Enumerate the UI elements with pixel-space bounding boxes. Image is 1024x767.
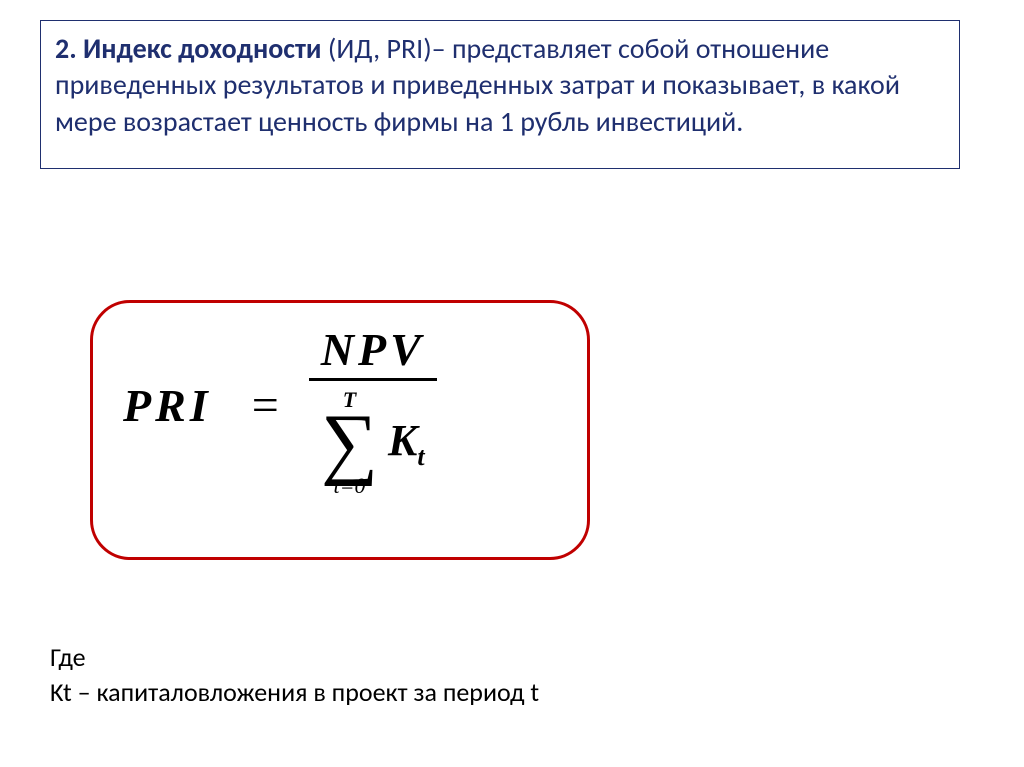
k-term: Kt: [388, 415, 425, 472]
legend-line2: Kt – капиталовложения в проект за период…: [50, 675, 539, 710]
k-var: K: [388, 416, 417, 465]
sigma-block: T ∑ t=0: [321, 389, 378, 497]
legend-line1: Где: [50, 640, 539, 675]
formula-numerator: NPV: [309, 323, 437, 378]
formula-fraction: NPV T ∑ t=0 Kt: [309, 323, 437, 497]
k-sub: t: [417, 441, 424, 470]
definition-title: 2. Индекс доходности: [55, 31, 322, 66]
formula-lhs: PRI: [123, 379, 212, 432]
formula-box: PRI = NPV T ∑ t=0 Kt: [90, 300, 590, 560]
formula-equals: =: [252, 378, 279, 433]
definition-text: 2. Индекс доходности (ИД, PRI)– представ…: [55, 31, 945, 140]
formula: PRI = NPV T ∑ t=0 Kt: [123, 323, 557, 497]
legend-block: Где Kt – капиталовложения в проект за пе…: [50, 640, 539, 710]
formula-denominator: T ∑ t=0 Kt: [321, 381, 425, 497]
definition-box: 2. Индекс доходности (ИД, PRI)– представ…: [40, 20, 960, 169]
sigma-symbol: ∑: [321, 411, 378, 475]
sigma-lower: t=0: [333, 475, 365, 497]
